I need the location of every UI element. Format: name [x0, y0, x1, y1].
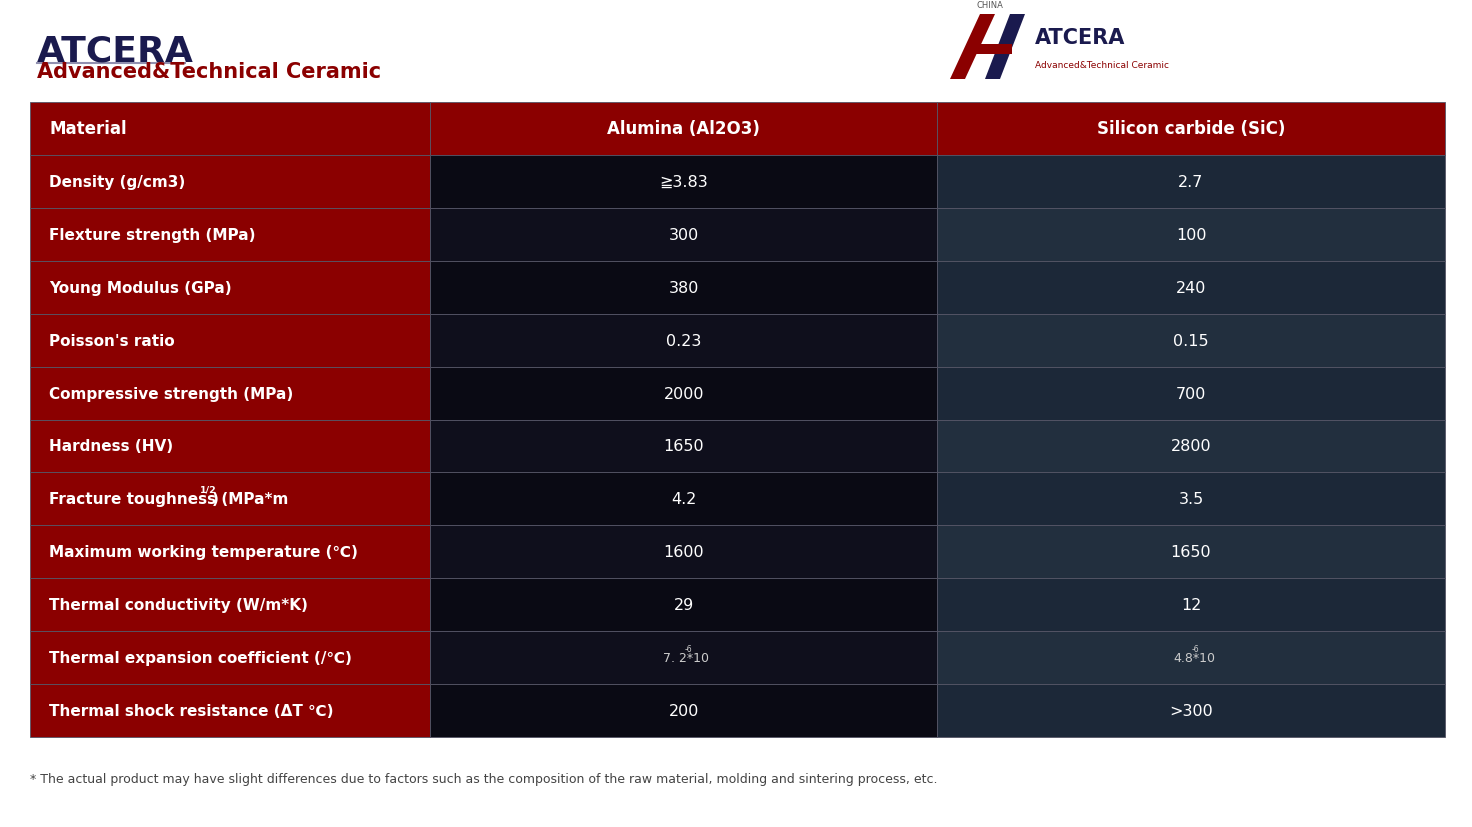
- Text: Thermal shock resistance (ΔT ℃): Thermal shock resistance (ΔT ℃): [49, 703, 334, 718]
- Text: Poisson's ratio: Poisson's ratio: [49, 333, 175, 348]
- Bar: [938, 420, 1446, 473]
- Text: 1600: 1600: [664, 545, 704, 560]
- Text: 300: 300: [668, 227, 699, 242]
- Bar: [29, 420, 430, 473]
- Text: 12: 12: [1181, 597, 1201, 613]
- Text: Fracture toughness (MPa*m: Fracture toughness (MPa*m: [49, 492, 289, 507]
- Bar: [938, 367, 1446, 420]
- Bar: [29, 473, 430, 526]
- Text: Material: Material: [49, 120, 127, 138]
- Bar: [29, 367, 430, 420]
- Text: 100: 100: [1176, 227, 1206, 242]
- Bar: [938, 684, 1446, 737]
- Text: 0.23: 0.23: [665, 333, 702, 348]
- Text: Alumina (Al2O3): Alumina (Al2O3): [608, 120, 760, 138]
- Bar: [430, 420, 938, 473]
- Bar: [29, 631, 430, 684]
- Text: -6: -6: [1191, 644, 1200, 653]
- Text: 200: 200: [668, 703, 699, 718]
- Bar: [430, 631, 938, 684]
- Text: 2000: 2000: [664, 386, 704, 401]
- Text: ATCERA: ATCERA: [1035, 28, 1126, 48]
- Text: >300: >300: [1169, 703, 1213, 718]
- Bar: [938, 208, 1446, 261]
- Text: CHINA: CHINA: [976, 1, 1004, 9]
- Text: 2800: 2800: [1170, 439, 1211, 454]
- Bar: [969, 45, 1013, 55]
- Text: 7. 2*10: 7. 2*10: [664, 652, 710, 664]
- Text: 4.8*10: 4.8*10: [1173, 652, 1214, 664]
- Text: Maximum working temperature (℃): Maximum working temperature (℃): [49, 545, 358, 560]
- Text: Advanced&Technical Ceramic: Advanced&Technical Ceramic: [1035, 60, 1169, 69]
- Bar: [29, 526, 430, 579]
- Bar: [430, 367, 938, 420]
- Polygon shape: [949, 15, 995, 80]
- Text: 380: 380: [668, 280, 699, 295]
- Bar: [938, 261, 1446, 314]
- Bar: [430, 526, 938, 579]
- Text: 700: 700: [1176, 386, 1206, 401]
- Bar: [29, 208, 430, 261]
- Bar: [938, 103, 1446, 155]
- Text: 0.15: 0.15: [1173, 333, 1209, 348]
- Bar: [938, 314, 1446, 367]
- Bar: [938, 473, 1446, 526]
- Bar: [29, 103, 430, 155]
- Text: ): ): [212, 492, 218, 507]
- Text: Thermal conductivity (W/m*K): Thermal conductivity (W/m*K): [49, 597, 308, 613]
- Bar: [430, 103, 938, 155]
- Text: Silicon carbide (SiC): Silicon carbide (SiC): [1097, 120, 1285, 138]
- Text: 1650: 1650: [664, 439, 704, 454]
- Text: 29: 29: [674, 597, 693, 613]
- Bar: [29, 579, 430, 631]
- Bar: [430, 261, 938, 314]
- Bar: [430, 314, 938, 367]
- Bar: [430, 155, 938, 208]
- Text: ATCERA: ATCERA: [37, 35, 194, 69]
- Text: Hardness (HV): Hardness (HV): [49, 439, 174, 454]
- Text: 1/2: 1/2: [200, 485, 218, 495]
- Polygon shape: [985, 15, 1025, 80]
- Text: 4.2: 4.2: [671, 492, 696, 507]
- Bar: [29, 261, 430, 314]
- Text: 1650: 1650: [1170, 545, 1211, 560]
- Text: Thermal expansion coefficient (/℃): Thermal expansion coefficient (/℃): [49, 650, 352, 665]
- Bar: [29, 684, 430, 737]
- Bar: [938, 631, 1446, 684]
- Text: 3.5: 3.5: [1179, 492, 1204, 507]
- Text: * The actual product may have slight differences due to factors such as the comp: * The actual product may have slight dif…: [29, 772, 938, 786]
- Bar: [29, 155, 430, 208]
- Bar: [430, 579, 938, 631]
- Bar: [29, 314, 430, 367]
- Text: Density (g/cm3): Density (g/cm3): [49, 174, 185, 189]
- Text: Advanced&Technical Ceramic: Advanced&Technical Ceramic: [37, 62, 381, 82]
- Text: 240: 240: [1176, 280, 1206, 295]
- Text: Flexture strength (MPa): Flexture strength (MPa): [49, 227, 256, 242]
- Bar: [430, 684, 938, 737]
- Bar: [430, 473, 938, 526]
- Bar: [938, 579, 1446, 631]
- Text: ≧3.83: ≧3.83: [659, 174, 708, 189]
- Bar: [938, 155, 1446, 208]
- Bar: [938, 526, 1446, 579]
- Text: Compressive strength (MPa): Compressive strength (MPa): [49, 386, 293, 401]
- Bar: [430, 208, 938, 261]
- Text: Young Modulus (GPa): Young Modulus (GPa): [49, 280, 231, 295]
- Text: 2.7: 2.7: [1178, 174, 1204, 189]
- Text: -6: -6: [684, 644, 692, 653]
